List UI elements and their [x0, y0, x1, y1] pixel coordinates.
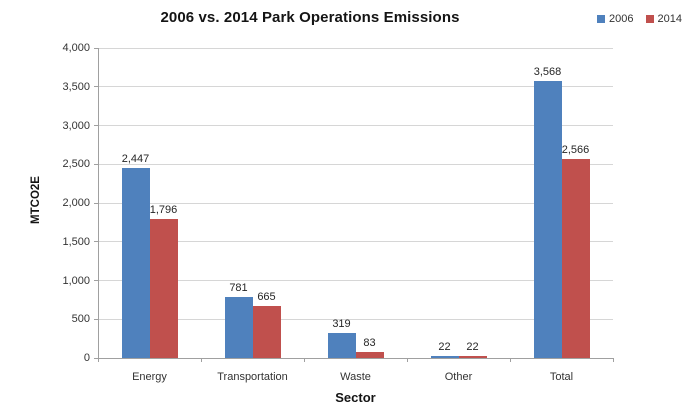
- gridline-2500: [98, 163, 613, 165]
- y-tick-label-4000: 4,000: [62, 42, 90, 54]
- y-tick-mark-3500: [94, 86, 98, 88]
- category-label-transportation: Transportation: [217, 371, 288, 383]
- chart-title: 2006 vs. 2014 Park Operations Emissions: [160, 9, 460, 26]
- y-tick-label-0: 0: [83, 352, 90, 364]
- y-tick-mark-1000: [94, 280, 98, 281]
- legend-label-2014: 2014: [657, 13, 682, 25]
- y-tick-mark-2500: [94, 163, 98, 165]
- y-tick-label-3000: 3,000: [62, 119, 90, 132]
- value-label-2006-total: 3,568: [533, 66, 562, 79]
- legend-label-2006: 2006: [609, 13, 634, 25]
- y-tick-label-500: 500: [71, 313, 90, 326]
- bar-2014-waste: [355, 351, 384, 358]
- x-axis-title: Sector: [335, 390, 376, 405]
- x-tick-mark-5: [612, 358, 614, 362]
- category-label-other: Other: [444, 371, 473, 383]
- value-label-2014-transportation: 665: [257, 291, 276, 304]
- legend-swatch-2014: [645, 15, 654, 23]
- legend-swatch-2006: [597, 15, 606, 23]
- gridline-2000: [98, 202, 613, 204]
- bar-2006-transportation: [224, 297, 253, 358]
- bar-2014-energy: [149, 218, 178, 358]
- y-axis-line: [97, 48, 99, 358]
- legend-item-2006: 2006: [597, 13, 634, 25]
- value-label-2006-transportation: 781: [229, 282, 248, 295]
- y-tick-mark-2000: [94, 202, 98, 204]
- value-label-2014-waste: 83: [363, 336, 376, 349]
- value-label-2014-energy: 1,796: [149, 203, 178, 216]
- gridline-500: [98, 318, 613, 320]
- bar-2014-transportation: [252, 306, 281, 358]
- y-tick-label-2500: 2,500: [62, 158, 90, 171]
- category-label-waste: Waste: [340, 371, 371, 383]
- value-label-2014-other: 22: [466, 341, 479, 353]
- x-tick-mark-4: [509, 358, 511, 362]
- x-tick-mark-2: [303, 358, 305, 362]
- y-tick-label-3500: 3,500: [62, 80, 90, 93]
- x-tick-mark-3: [406, 358, 408, 362]
- bar-2014-other: [458, 356, 487, 358]
- y-tick-mark-1500: [94, 241, 98, 243]
- category-label-total: Total: [549, 371, 574, 383]
- value-label-2006-energy: 2,447: [121, 153, 150, 166]
- y-tick-mark-0: [94, 357, 98, 359]
- gridline-1500: [98, 241, 613, 243]
- value-label-2006-other: 22: [438, 341, 451, 353]
- y-tick-label-1500: 1,500: [62, 235, 90, 248]
- bar-2006-other: [430, 356, 459, 358]
- gridline-4000: [98, 47, 613, 49]
- legend-item-2014: 2014: [645, 13, 682, 25]
- value-label-2014-total: 2,566: [561, 144, 590, 157]
- bar-2014-total: [561, 159, 590, 358]
- bar-2006-total: [533, 81, 562, 358]
- gridline-3000: [98, 125, 613, 126]
- x-axis-line: [98, 357, 613, 359]
- gridline-1000: [98, 280, 613, 281]
- x-tick-mark-1: [200, 358, 202, 362]
- y-tick-mark-500: [94, 318, 98, 320]
- y-tick-mark-3000: [94, 125, 98, 126]
- legend: 2006 2014: [597, 13, 682, 25]
- bar-2006-waste: [327, 333, 356, 358]
- value-label-2006-waste: 319: [332, 318, 351, 331]
- y-tick-mark-4000: [94, 47, 98, 49]
- category-label-energy: Energy: [132, 371, 167, 383]
- y-tick-label-1000: 1,000: [62, 274, 90, 287]
- bar-2006-energy: [121, 168, 150, 358]
- x-tick-mark-0: [97, 358, 99, 362]
- y-tick-label-2000: 2,000: [62, 197, 90, 209]
- gridline-3500: [98, 86, 613, 88]
